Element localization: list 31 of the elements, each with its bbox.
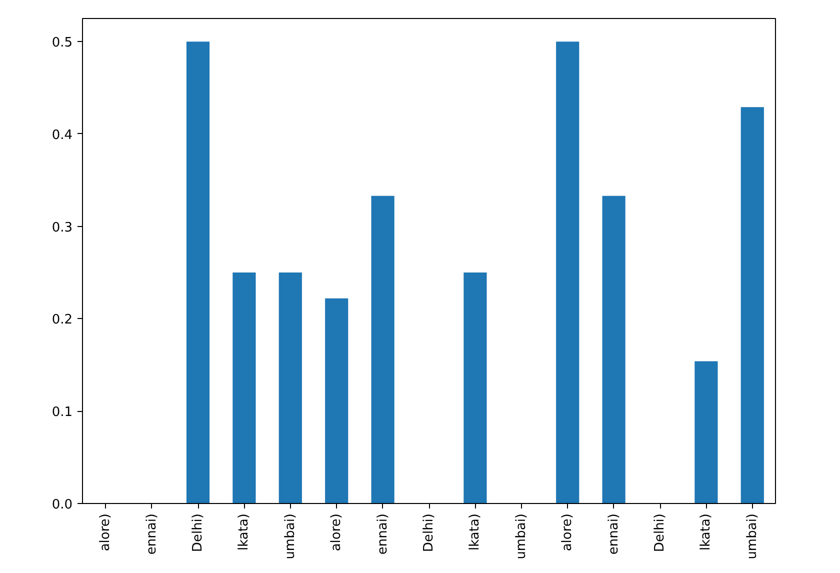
x-tick-label: ennai) bbox=[144, 513, 160, 555]
bar bbox=[694, 361, 718, 504]
y-tick-label: 0.5 bbox=[52, 36, 73, 51]
x-tick-label: umbai) bbox=[282, 513, 298, 560]
bar bbox=[464, 272, 487, 504]
x-tick-label: Delhi) bbox=[422, 513, 436, 552]
y-tick-label: 0.4 bbox=[52, 128, 73, 143]
y-tick-label: 0.1 bbox=[52, 405, 73, 420]
bar bbox=[278, 272, 302, 504]
y-tick-label: 0.3 bbox=[52, 220, 73, 236]
bar bbox=[186, 42, 210, 504]
bar bbox=[556, 42, 580, 504]
x-tick-label: ennai) bbox=[606, 513, 622, 555]
bar bbox=[371, 196, 394, 504]
bar bbox=[602, 196, 626, 504]
x-tick-label: lkata) bbox=[698, 513, 714, 551]
x-tick-label: lkata) bbox=[236, 514, 252, 551]
bar bbox=[232, 272, 256, 504]
x-tick-label: Delhi) bbox=[190, 513, 206, 552]
x-tick-label: Delhi) bbox=[652, 513, 668, 552]
bar bbox=[325, 298, 348, 504]
x-tick-label: lkata) bbox=[468, 514, 483, 551]
x-tick-label: alore) bbox=[98, 513, 114, 552]
x-tick-label: umbai) bbox=[514, 513, 529, 560]
y-tick-label: 0.0 bbox=[52, 498, 73, 512]
bar bbox=[740, 107, 764, 504]
x-tick-label: alore) bbox=[329, 513, 344, 552]
x-tick-label: umbai) bbox=[744, 513, 760, 560]
x-tick-label: ennai) bbox=[375, 513, 390, 555]
y-tick-label: 0.2 bbox=[52, 312, 73, 328]
x-tick-label: alore) bbox=[560, 513, 576, 552]
